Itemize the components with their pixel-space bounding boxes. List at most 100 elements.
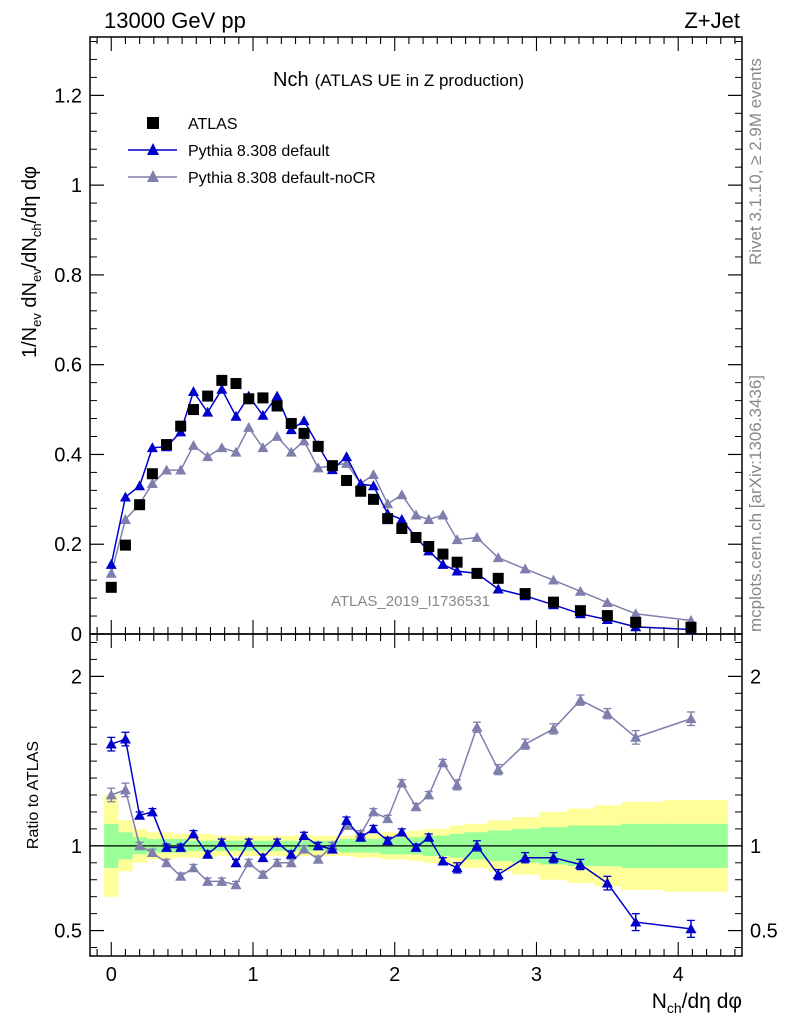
point-nocr [202, 451, 214, 462]
point-nocr [367, 469, 379, 480]
ratio-point-default [574, 858, 586, 869]
ratio-point-default [630, 916, 642, 927]
ratio-point-nocr [175, 870, 187, 881]
point-atlas [119, 539, 131, 551]
point-atlas [326, 460, 338, 472]
ratio-point-nocr [471, 721, 483, 732]
legend-label-default: Pythia 8.308 default [188, 143, 330, 160]
ratio-point-default [519, 852, 531, 863]
point-nocr [243, 422, 255, 432]
legend-label-atlas: ATLAS [188, 116, 238, 133]
point-atlas [367, 493, 379, 505]
main-y-tick-label: 1.2 [54, 85, 82, 107]
point-nocr [146, 478, 158, 489]
main-plot-area [105, 374, 697, 634]
x-tick-label: 4 [673, 964, 684, 986]
point-atlas [423, 540, 435, 552]
process-label: Z+Jet [684, 8, 740, 33]
ratio-point-default [312, 840, 324, 851]
point-atlas [298, 427, 310, 439]
point-atlas [216, 374, 228, 386]
x-tick-label: 0 [106, 964, 117, 986]
ratio-point-nocr [382, 813, 394, 824]
ratio-point-default [243, 836, 255, 847]
ratio-point-nocr [451, 779, 463, 790]
point-atlas [243, 393, 255, 405]
plot-title: Nch (ATLAS UE in Z production) [273, 69, 524, 91]
ratio-point-nocr [601, 708, 613, 719]
plot-title-main: Nch [273, 69, 309, 91]
point-atlas [285, 417, 297, 429]
main-y-tick-label: 0 [71, 624, 82, 646]
point-atlas [574, 605, 586, 617]
point-default [216, 383, 228, 394]
point-atlas [134, 499, 146, 511]
ratio-point-default [187, 828, 199, 839]
point-atlas [685, 621, 697, 633]
ratio-point-nocr [492, 764, 504, 774]
main-y-tick-label: 0.4 [54, 444, 82, 466]
point-nocr [341, 457, 353, 468]
ratio-point-default [119, 733, 131, 744]
ratio-point-nocr [312, 853, 324, 864]
ratio-point-default [271, 836, 283, 847]
main-x-axis [96, 37, 736, 634]
ratio-point-default [298, 830, 310, 841]
ratio-point-nocr [243, 857, 255, 868]
ratio-point-default [326, 843, 338, 854]
point-nocr [423, 514, 435, 524]
main-y-axis: 0 0.2 0.4 0.6 0.8 1 1.2 [54, 40, 742, 646]
ratio-point-nocr [285, 857, 297, 868]
ratio-point-nocr [271, 857, 283, 868]
point-atlas [271, 400, 283, 412]
ratio-point-nocr [105, 789, 117, 800]
ratio-point-nocr [574, 694, 586, 705]
point-nocr [396, 489, 408, 500]
point-atlas [161, 439, 173, 451]
point-default [257, 409, 269, 420]
point-default [146, 442, 158, 453]
x-tick-label: 2 [389, 964, 400, 986]
ratio-point-nocr [187, 862, 199, 873]
ratio-point-nocr [202, 875, 214, 886]
ratio-point-nocr [367, 806, 379, 817]
point-nocr [437, 509, 449, 520]
main-y-tick-label: 1 [71, 175, 82, 197]
point-atlas [175, 420, 187, 432]
ratio-y-label: Ratio to ATLAS [25, 741, 42, 849]
point-nocr [382, 498, 394, 509]
point-default [367, 480, 379, 491]
point-atlas [230, 378, 242, 390]
ratio-point-nocr [410, 801, 422, 812]
ratio-point-nocr [547, 723, 559, 734]
point-atlas [492, 572, 504, 584]
point-nocr [119, 514, 131, 524]
point-nocr [216, 442, 228, 453]
x-axis-label: Nch/dη dφ [652, 990, 742, 1016]
ratio-point-default [341, 814, 353, 825]
ratio-y-tick-label-right: 0.5 [750, 921, 778, 943]
point-atlas [382, 513, 394, 525]
ratio-point-default [175, 842, 187, 852]
point-atlas [410, 531, 422, 543]
ratio-point-nocr [161, 857, 173, 868]
point-atlas [187, 404, 199, 416]
ratio-point-nocr [257, 869, 269, 880]
ratio-point-nocr [134, 840, 146, 851]
ratio-point-nocr [396, 777, 408, 788]
ratio-point-nocr [119, 784, 131, 795]
point-nocr [285, 446, 297, 457]
point-default [341, 451, 353, 462]
point-default [119, 491, 131, 502]
ratio-point-nocr [146, 847, 158, 858]
main-panel: 0 0.2 0.4 0.6 0.8 1 1.2 Nch (ATLAS UE in Z prod… [19, 36, 743, 646]
series-line-default [110, 387, 692, 631]
point-default [437, 558, 449, 569]
ratio-point-default [382, 835, 394, 846]
ratio-point-default [230, 857, 242, 868]
point-default [230, 410, 242, 421]
point-nocr [519, 563, 531, 574]
ratio-point-nocr [423, 789, 435, 800]
legend-marker-nocr [147, 170, 159, 182]
